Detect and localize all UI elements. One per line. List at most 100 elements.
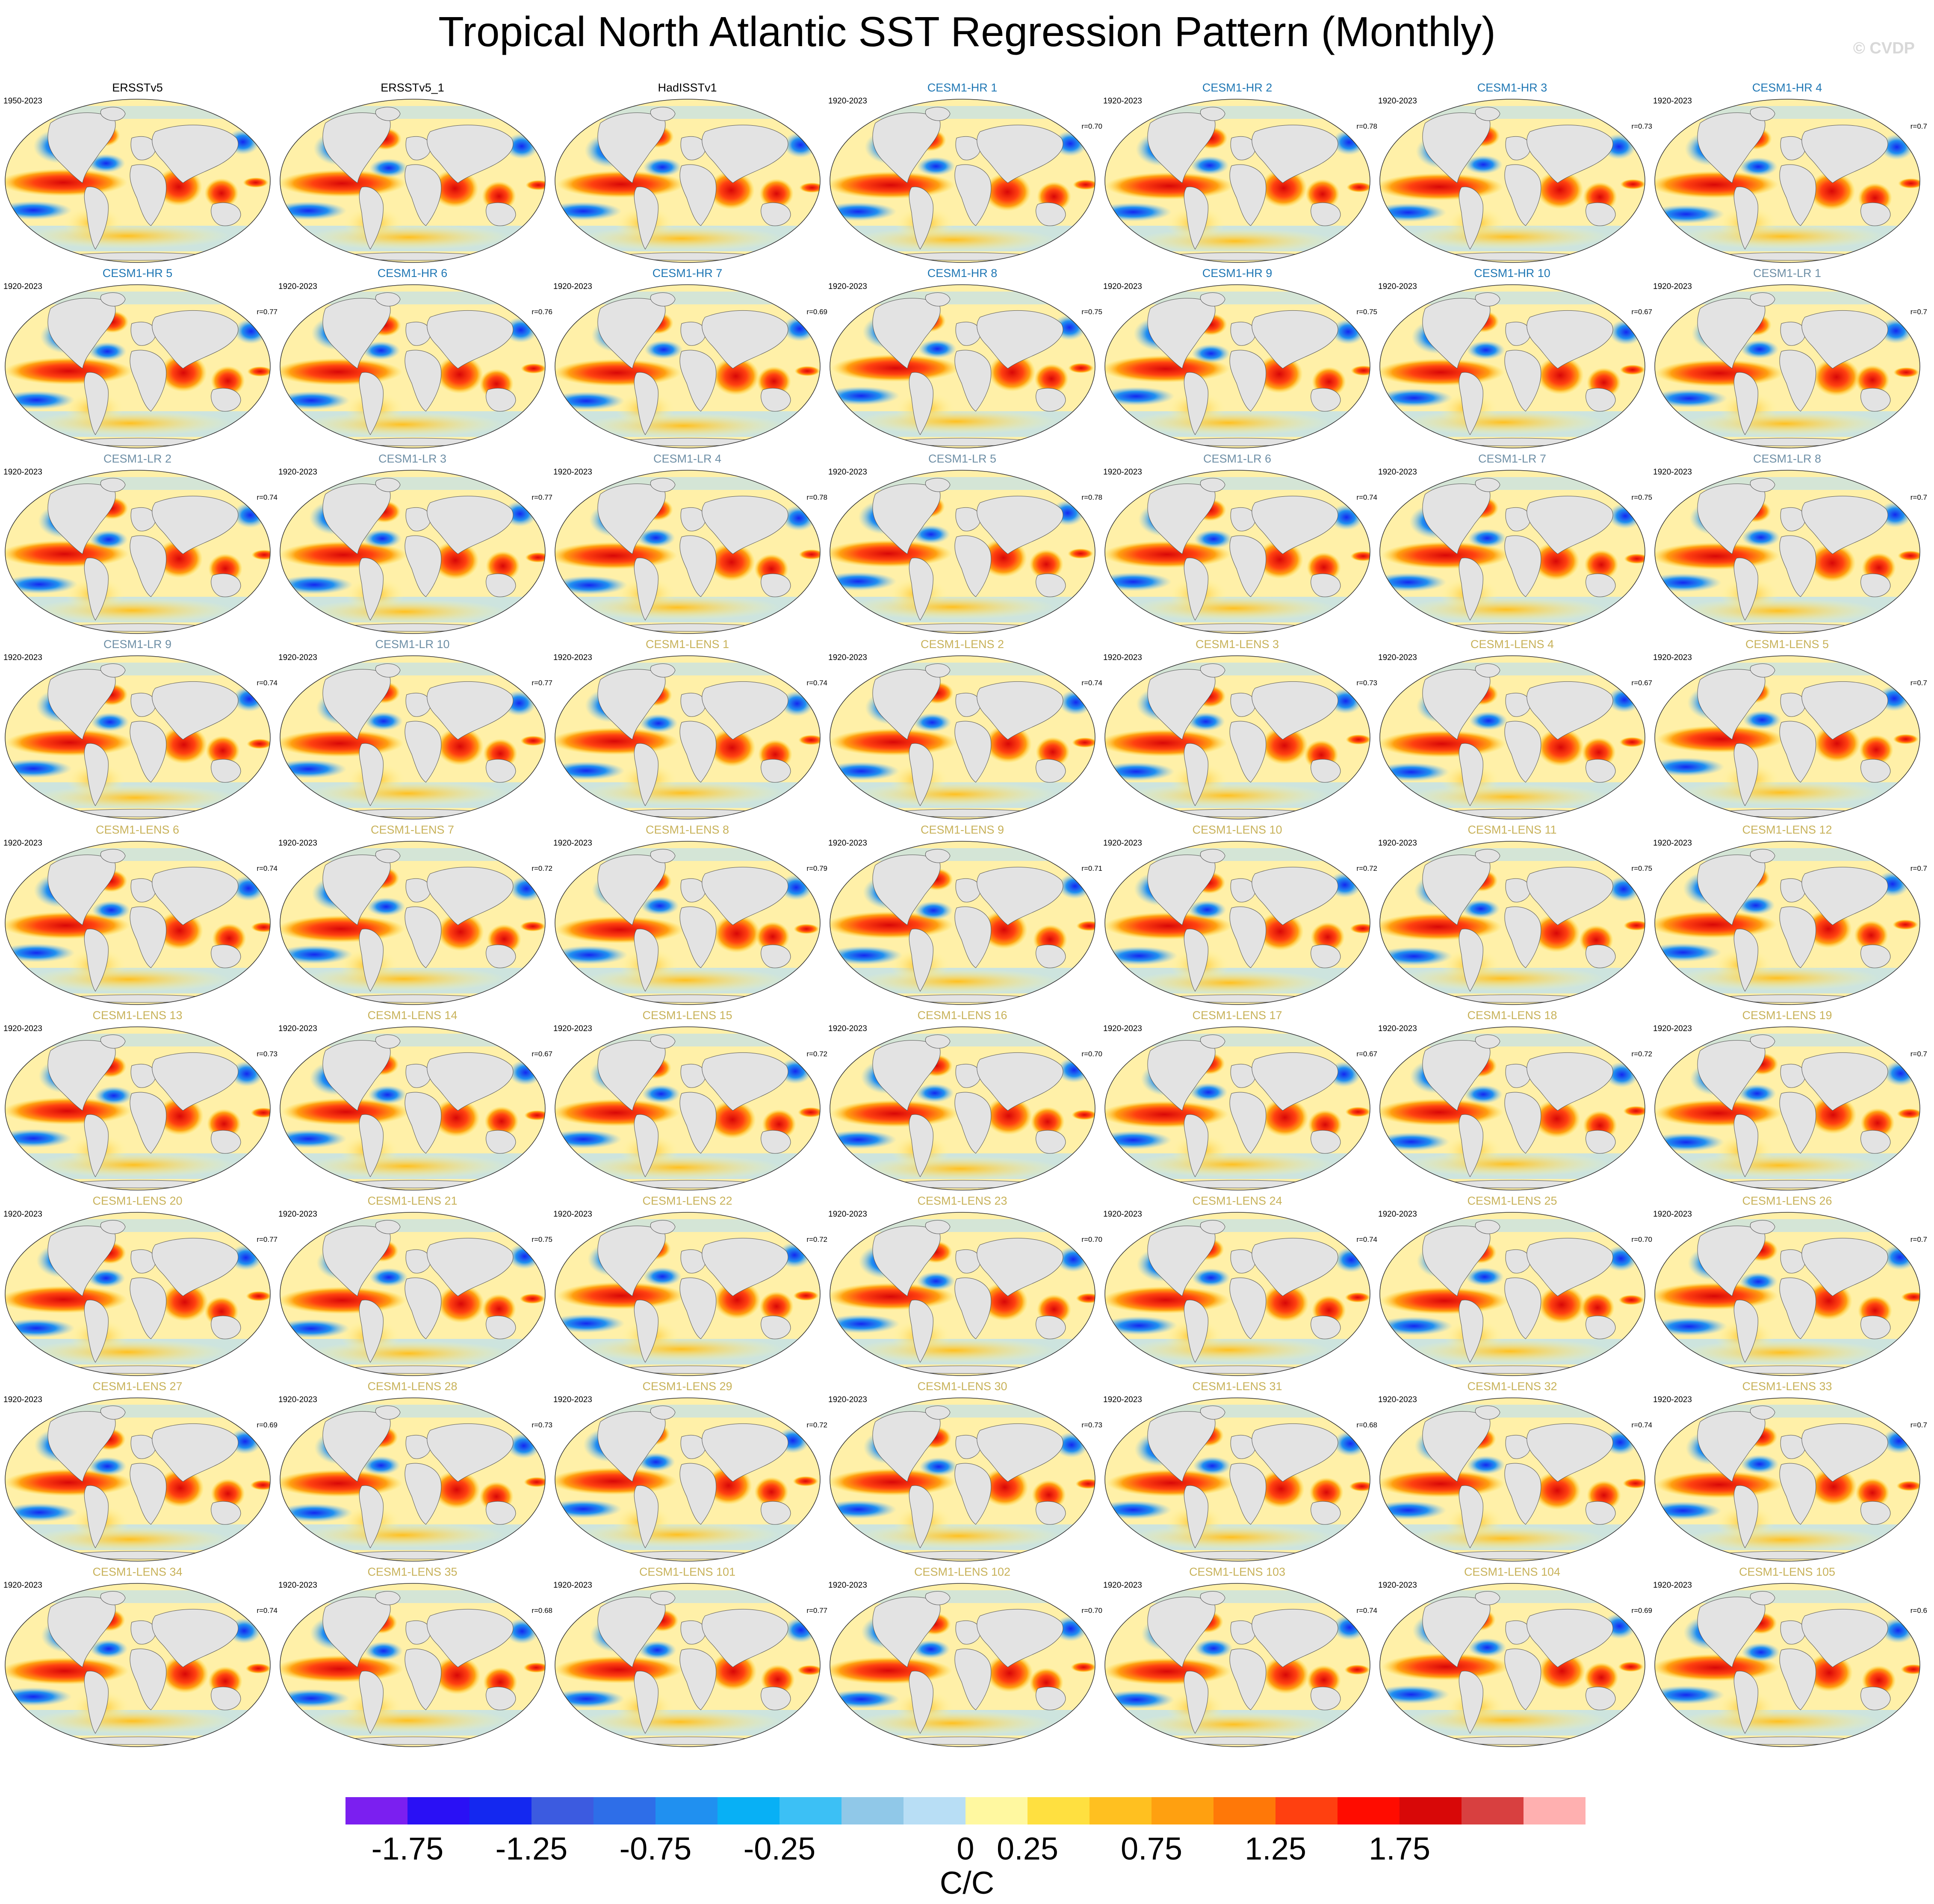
map-field: [830, 1026, 1095, 1191]
panel-correlation: r=0.72: [806, 1421, 827, 1429]
map-panel: CESM1-LR 7 1920-2023 r=0.75: [1375, 452, 1652, 638]
map-field: [555, 1212, 821, 1376]
panel-years: 1920-2023: [1103, 282, 1142, 291]
map-field: [1379, 99, 1645, 263]
map-panel: CESM1-LENS 3 1920-2023 r=0.73: [1100, 638, 1377, 823]
map-panel: CESM1-LENS 7 1920-2023 r=0.72: [275, 823, 552, 1009]
panel-correlation: r=0.75: [1631, 864, 1652, 872]
panel-correlation: r=0.67: [1631, 308, 1652, 316]
map-panel: CESM1-LENS 24 1920-2023 r=0.74: [1100, 1194, 1377, 1380]
colorbar-swatch: [966, 1797, 1028, 1824]
colorbar-tick-label: 0.25: [996, 1831, 1059, 1866]
panel-correlation: r=0.74: [257, 864, 278, 872]
panel-title: CESM1-LENS 23: [917, 1194, 1007, 1207]
panel-correlation: r=0.7: [1910, 679, 1927, 687]
map-panel: CESM1-LENS 5 1920-2023 r=0.7: [1650, 638, 1927, 823]
map-field: [555, 284, 821, 448]
map-field: [5, 1583, 271, 1747]
panel-correlation: r=0.70: [1081, 122, 1102, 130]
map-panel: CESM1-LENS 23 1920-2023 r=0.70: [825, 1194, 1102, 1380]
panel-years: 1920-2023: [1653, 1395, 1692, 1404]
map-field: [1104, 1212, 1370, 1376]
map-field: [555, 1397, 821, 1562]
map-field: [555, 1026, 821, 1191]
panel-title: CESM1-LENS 5: [1745, 638, 1829, 651]
map-panel: CESM1-LENS 27 1920-2023 r=0.69: [0, 1380, 278, 1565]
panel-correlation: r=0.71: [1081, 864, 1102, 872]
panel-title: CESM1-LENS 18: [1467, 1009, 1557, 1022]
panel-years: 1920-2023: [278, 653, 317, 662]
map-field: [830, 99, 1095, 263]
map-panel: CESM1-LENS 21 1920-2023 r=0.75: [275, 1194, 552, 1380]
panel-correlation: r=0.74: [257, 679, 278, 687]
colorbar-swatch: [1400, 1797, 1462, 1824]
map-panel: CESM1-LENS 8 1920-2023 r=0.79: [550, 823, 827, 1009]
panel-title: CESM1-LENS 29: [642, 1380, 732, 1393]
map-field: [1104, 1583, 1370, 1747]
map-panel: CESM1-HR 5 1920-2023 r=0.77: [0, 267, 278, 452]
panel-years: 1920-2023: [1103, 839, 1142, 848]
colorbar: [345, 1797, 1586, 1824]
map-field: [1654, 655, 1920, 819]
map-panel: HadISSTv1: [550, 81, 825, 267]
panel-title: CESM1-HR 9: [1202, 267, 1273, 280]
panel-title: CESM1-LENS 21: [367, 1194, 458, 1207]
map-panel: CESM1-HR 4 1920-2023 r=0.7: [1650, 81, 1927, 267]
panel-years: 1920-2023: [1653, 1581, 1692, 1590]
map-panel: CESM1-LENS 9 1920-2023 r=0.71: [825, 823, 1102, 1009]
panel-correlation: r=0.70: [1631, 1235, 1652, 1244]
map-panel: CESM1-LENS 28 1920-2023 r=0.73: [275, 1380, 552, 1565]
panel-correlation: r=0.73: [257, 1050, 278, 1058]
map-panel: CESM1-HR 2 1920-2023 r=0.78: [1100, 81, 1377, 267]
map-panel: CESM1-LENS 102 1920-2023 r=0.70: [825, 1565, 1102, 1751]
panel-title: CESM1-LR 1: [1753, 267, 1822, 280]
colorbar-swatch: [1090, 1797, 1152, 1824]
panel-years: 1920-2023: [3, 1395, 42, 1404]
colorbar-tick-label: -1.75: [371, 1831, 444, 1866]
map-panel: CESM1-HR 8 1920-2023 r=0.75: [825, 267, 1102, 452]
panel-title: HadISSTv1: [658, 81, 717, 94]
map-panel: CESM1-LR 9 1920-2023 r=0.74: [0, 638, 278, 823]
panel-title: CESM1-LENS 1: [645, 638, 729, 651]
panel-correlation: r=0.70: [1081, 1235, 1102, 1244]
colorbar-units: C/C: [939, 1865, 995, 1901]
colorbar-swatch: [1524, 1797, 1586, 1824]
panel-title: CESM1-LENS 16: [917, 1009, 1007, 1022]
panel-title: CESM1-LR 3: [378, 452, 447, 465]
panel-correlation: r=0.76: [531, 308, 552, 316]
colorbar-swatch: [1276, 1797, 1338, 1824]
map-field: [280, 470, 546, 634]
panel-title: CESM1-LENS 31: [1192, 1380, 1282, 1393]
panel-years: 1920-2023: [1378, 1210, 1417, 1219]
chart-title: Tropical North Atlantic SST Regression P…: [438, 8, 1496, 55]
map-panel: CESM1-LENS 33 1920-2023 r=0.7: [1650, 1380, 1927, 1565]
map-panel: CESM1-LR 5 1920-2023 r=0.78: [825, 452, 1102, 638]
panel-correlation: r=0.69: [806, 308, 827, 316]
colorbar-swatch: [780, 1797, 842, 1824]
map-field: [830, 655, 1095, 819]
panel-correlation: r=0.72: [806, 1235, 827, 1244]
map-field: [5, 1026, 271, 1191]
map-field: [5, 841, 271, 1005]
panel-years: 1920-2023: [278, 1581, 317, 1590]
panel-title: CESM1-LR 10: [375, 638, 450, 651]
map-field: [1379, 1397, 1645, 1562]
panel-correlation: r=0.68: [1356, 1421, 1377, 1429]
panel-years: 1920-2023: [553, 1395, 592, 1404]
panel-correlation: r=0.73: [1356, 679, 1377, 687]
panel-correlation: r=0.75: [1356, 308, 1377, 316]
panel-correlation: r=0.72: [1631, 1050, 1652, 1058]
panel-title: CESM1-LR 9: [103, 638, 172, 651]
map-panel: CESM1-LENS 34 1920-2023 r=0.74: [0, 1565, 278, 1751]
panel-title: CESM1-LENS 17: [1192, 1009, 1282, 1022]
panel-years: 1920-2023: [278, 1024, 317, 1033]
panel-years: 1920-2023: [1653, 282, 1692, 291]
colorbar-swatch: [345, 1797, 408, 1824]
panel-years: 1920-2023: [1653, 1210, 1692, 1219]
map-field: [280, 1212, 546, 1376]
panel-title: CESM1-LENS 8: [645, 823, 729, 836]
panel-years: 1920-2023: [828, 1210, 867, 1219]
map-panel: CESM1-LENS 17 1920-2023 r=0.67: [1100, 1009, 1377, 1194]
map-panel: CESM1-LENS 2 1920-2023 r=0.74: [825, 638, 1102, 823]
panel-correlation: r=0.74: [1356, 493, 1377, 501]
